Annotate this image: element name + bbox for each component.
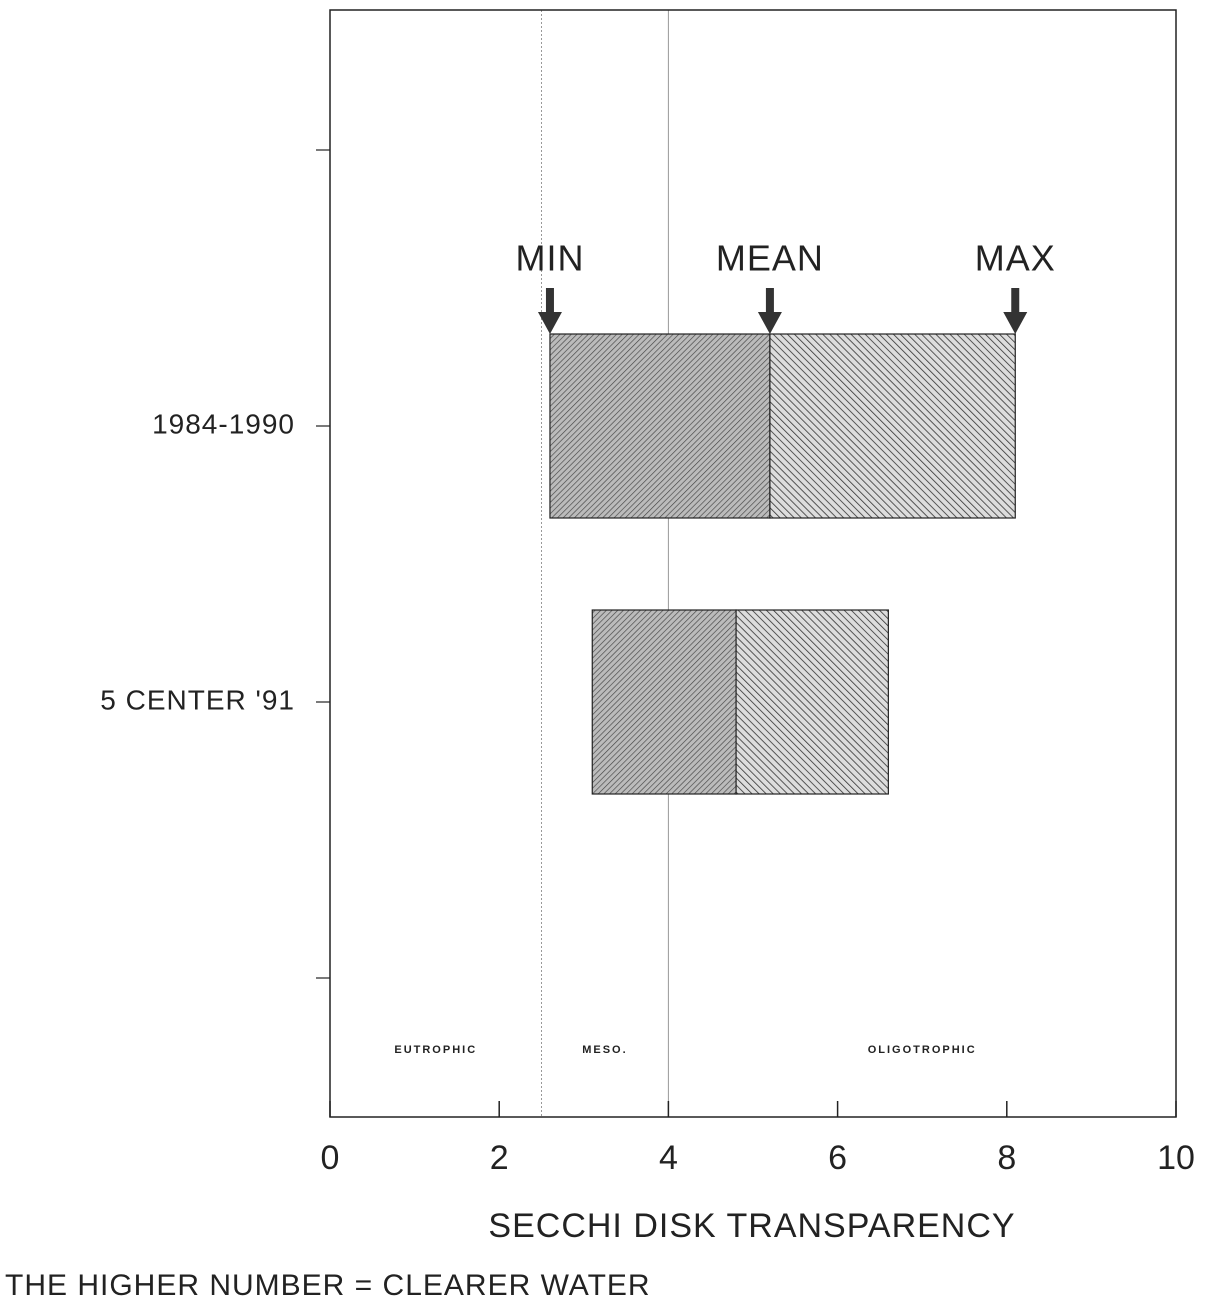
x-tick-label: 0 [321, 1139, 340, 1177]
legend-label: MAX [975, 238, 1056, 279]
arrow [537, 288, 562, 334]
x-tick-label: 4 [659, 1139, 678, 1177]
arrow [757, 288, 782, 334]
arrow [1003, 288, 1028, 334]
bar-upper [769, 333, 1016, 519]
x-tick-label: 10 [1157, 1139, 1195, 1177]
bar-lower [549, 333, 771, 519]
y-tick-label: 1984-1990 [152, 408, 295, 439]
legend-label: MIN [515, 238, 584, 279]
plot-frame [329, 9, 1177, 1118]
x-axis-label: SECCHI DISK TRANSPARENCY [488, 1207, 1015, 1245]
x-tick-label: 2 [490, 1139, 509, 1177]
zone-label: EUTROPHIC [394, 1044, 477, 1056]
y-tick-label: 5 CENTER '91 [100, 684, 295, 715]
x-tick-label: 8 [997, 1139, 1016, 1177]
bar-upper [735, 609, 889, 795]
legend-label: MEAN [716, 238, 824, 279]
note: THE HIGHER NUMBER = CLEARER WATER [5, 1269, 651, 1302]
zone-label: OLIGOTROPHIC [868, 1044, 977, 1056]
zone-label: MESO. [582, 1044, 627, 1056]
x-tick-label: 6 [828, 1139, 847, 1177]
bar-lower [591, 609, 737, 795]
